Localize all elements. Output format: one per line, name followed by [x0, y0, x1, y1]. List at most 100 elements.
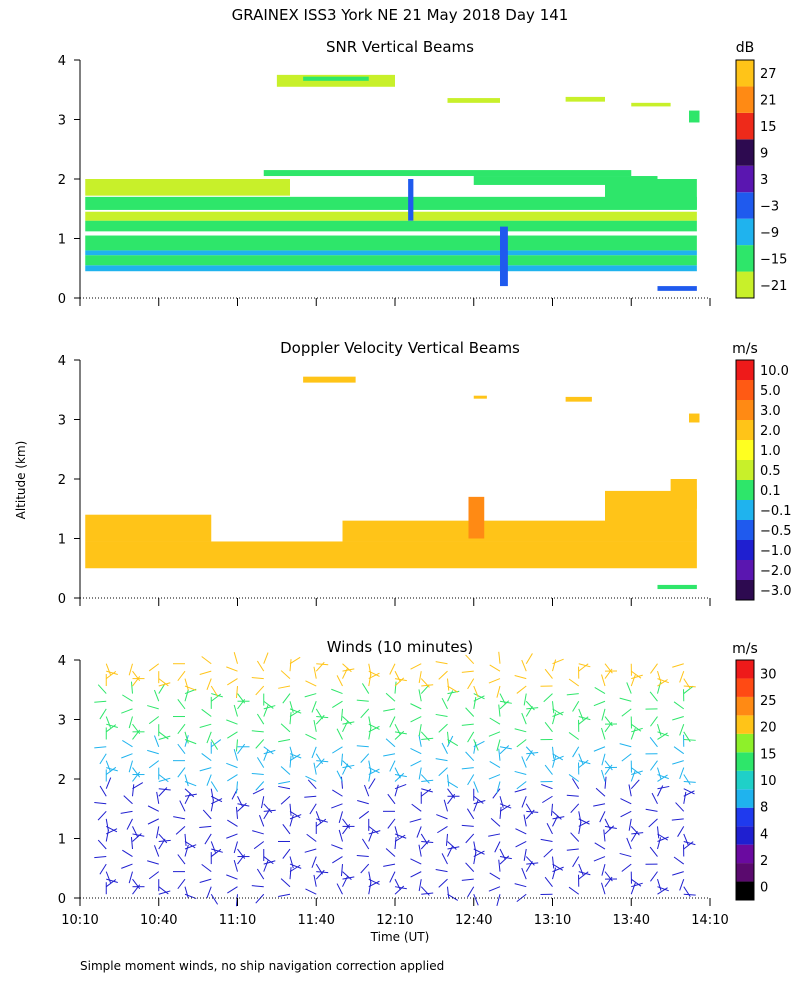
wind-barb: [343, 764, 348, 775]
wind-barb: [278, 686, 290, 688]
wind-barb: [553, 701, 554, 713]
wind-barb: [211, 789, 213, 801]
wind-barb: [631, 675, 635, 686]
wind-barb: [622, 709, 631, 716]
wind-barb: [571, 804, 579, 813]
x-tick-label: 14:10: [691, 913, 728, 928]
wind-barb: [121, 811, 133, 813]
wind-barb: [121, 754, 132, 758]
wind-barb: [278, 894, 290, 896]
wind-barb: [147, 861, 159, 864]
wind-barb: [283, 849, 290, 859]
wind-barb: [154, 845, 158, 856]
wind-barb: [337, 884, 342, 895]
wind-barb: [515, 789, 527, 792]
colorbar-segment: [736, 500, 754, 520]
wind-barb: [412, 804, 422, 811]
wind-barb: [658, 786, 670, 788]
wind-barb: [448, 690, 453, 701]
wind-barb: [395, 826, 398, 838]
wind-barb: [462, 825, 474, 826]
wind-barb: [369, 882, 371, 894]
wind-barb: [522, 713, 526, 724]
colorbar-segment: [736, 219, 754, 245]
wind-barb: [180, 801, 185, 812]
wind-barb: [98, 840, 106, 849]
wind-barb: [278, 739, 290, 741]
wind-barb: [680, 879, 684, 890]
wind-barb: [305, 776, 316, 781]
wind-barb: [173, 817, 185, 819]
wind-barb: [419, 689, 421, 701]
wind-barb: [672, 761, 683, 765]
wind-barb: [202, 864, 212, 871]
wind-barb: [490, 761, 500, 767]
wind-barb: [305, 734, 316, 739]
wind-barb: [390, 872, 395, 883]
wind-barb: [369, 779, 375, 789]
wind-barb: [499, 705, 500, 717]
wind-barb: [316, 864, 322, 874]
heatmap-region: [85, 515, 211, 542]
wind-barb: [595, 843, 605, 849]
wind-barb: [551, 804, 552, 816]
wind-barb: [332, 701, 342, 707]
wind-barb: [395, 785, 398, 797]
colorbar-tick-label: 0: [760, 881, 768, 896]
wind-barb: [631, 883, 635, 894]
wind-barb: [106, 830, 108, 842]
wind-barb: [312, 701, 316, 712]
wind-barb: [149, 717, 159, 724]
wind-barb: [122, 695, 132, 701]
wind-barb: [524, 694, 526, 706]
wind-barb: [386, 849, 395, 857]
wind-barb: [357, 800, 369, 803]
x-tick-label: 10:40: [140, 913, 177, 928]
wind-barb: [131, 682, 132, 694]
heatmap-region: [658, 286, 697, 291]
wind-barb: [154, 690, 158, 701]
wind-barb: [159, 789, 171, 790]
y-tick-label: 0: [58, 892, 66, 907]
colorbar-segment: [736, 460, 754, 480]
wind-barb: [526, 706, 532, 716]
colorbar-segment: [736, 440, 754, 460]
wind-barb: [281, 879, 290, 887]
wind-barb: [674, 857, 684, 864]
wind-barb: [411, 664, 422, 669]
colorbar-tick-label: 27: [760, 67, 777, 82]
wind-barb: [257, 757, 263, 767]
wind-barb: [658, 837, 661, 849]
wind-barb: [332, 857, 342, 863]
wind-barb: [369, 674, 371, 686]
doppler-panel: Doppler Velocity Vertical Beams 0 1 2 3 4 10…: [58, 339, 792, 607]
wind-barb: [100, 864, 106, 874]
wind-barb: [411, 761, 422, 766]
wind-barb: [343, 721, 348, 732]
wind-barb: [436, 815, 447, 819]
wind-barb: [569, 679, 579, 686]
wind-barb: [462, 768, 474, 769]
wind-barb: [497, 686, 500, 698]
colorbar-segment: [736, 520, 754, 540]
wind-barb: [283, 694, 290, 704]
wind-barb: [515, 729, 527, 732]
wind-barb: [395, 682, 396, 694]
wind-barb: [253, 789, 264, 794]
wind-barb: [316, 872, 328, 873]
wind-barb: [202, 753, 212, 760]
wind-barb: [442, 853, 447, 864]
wind-barb: [490, 873, 500, 879]
wind-barb: [207, 732, 211, 743]
wind-barb: [257, 714, 263, 724]
wind-barb: [650, 847, 657, 856]
wind-barb: [290, 867, 291, 879]
wind-barb: [264, 705, 268, 716]
wind-barb: [499, 652, 500, 664]
wind-barb: [684, 732, 691, 742]
wind-barb: [388, 819, 395, 829]
wind-barb: [157, 792, 159, 804]
wind-barb: [312, 747, 316, 758]
wind-barb: [631, 780, 639, 789]
wind-barb: [227, 679, 237, 685]
